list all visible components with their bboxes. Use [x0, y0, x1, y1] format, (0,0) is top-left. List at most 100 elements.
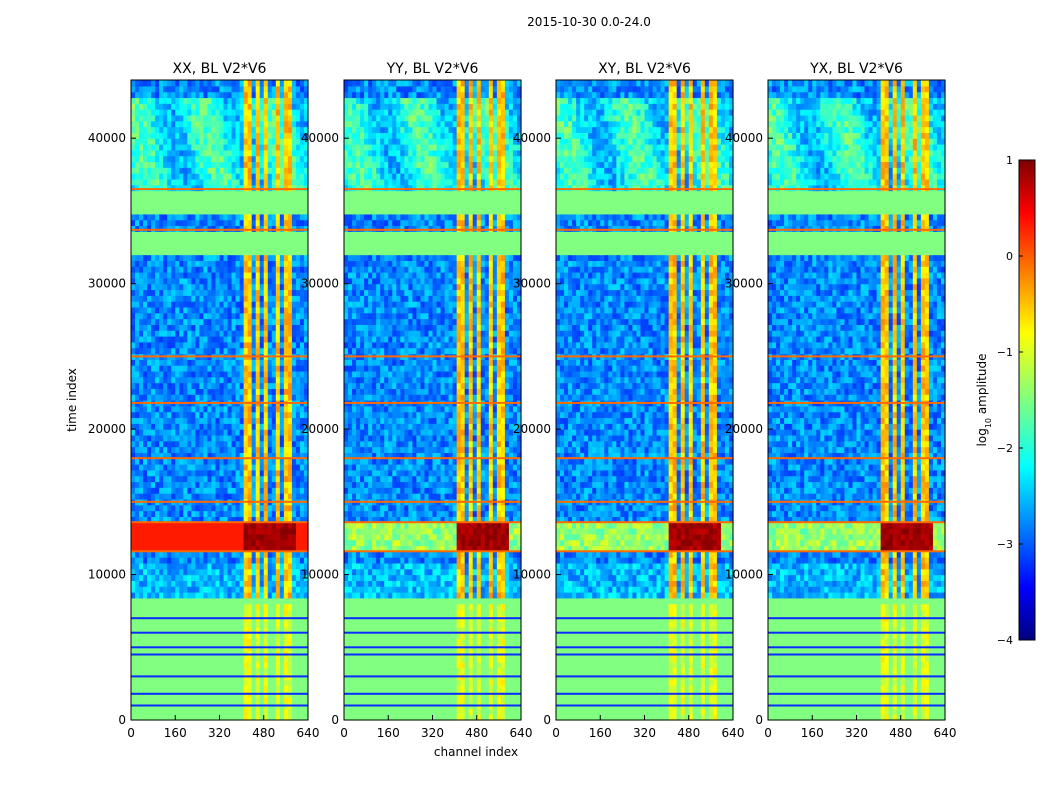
heatmap-cell [139, 155, 144, 163]
heatmap-cell [283, 237, 289, 244]
heatmap-cell [231, 359, 237, 366]
heatmap-cell [263, 336, 269, 343]
heatmap-cell [271, 493, 277, 500]
heatmap-cell [287, 161, 293, 168]
heatmap-cell [159, 685, 164, 692]
heatmap-cell [291, 318, 297, 325]
heatmap-cell [183, 318, 188, 325]
heatmap-cell [227, 434, 233, 442]
heatmap-cell [295, 493, 301, 500]
heatmap-cell [139, 277, 144, 285]
heatmap-cell [279, 144, 285, 151]
heatmap-cell [179, 597, 184, 605]
heatmap-cell [211, 417, 217, 424]
heatmap-cell [147, 126, 152, 133]
heatmap-cell [283, 487, 289, 494]
heatmap-cell [295, 487, 301, 494]
heatmap-cell [175, 365, 180, 372]
heatmap-cell [263, 289, 269, 296]
heatmap-cell [151, 440, 156, 448]
heatmap-cell [231, 557, 237, 564]
heatmap-cell [215, 283, 221, 291]
heatmap-cell [275, 475, 281, 483]
heatmap-cell [147, 632, 152, 640]
heatmap-cell [267, 679, 273, 686]
heatmap-cell [271, 225, 277, 232]
heatmap-cell [263, 161, 269, 168]
heatmap-cell [279, 440, 285, 448]
heatmap-cell [235, 528, 241, 535]
heatmap-cell [195, 568, 200, 576]
heatmap-cell [203, 103, 209, 110]
heatmap-cell [187, 114, 192, 122]
heatmap-cell [135, 80, 140, 87]
heatmap-cell [227, 650, 233, 657]
heatmap-cell [231, 120, 237, 128]
heatmap-cell [255, 650, 261, 657]
heatmap-cell [135, 318, 140, 325]
heatmap-cell [135, 650, 140, 657]
heatmap-cell [163, 382, 168, 389]
heatmap-cell [227, 522, 233, 529]
heatmap-cell [139, 446, 144, 453]
heatmap-cell [207, 336, 213, 343]
heatmap-cell [255, 626, 261, 634]
heatmap-cell [263, 475, 269, 483]
heatmap-cell [219, 458, 225, 465]
heatmap-cell [159, 626, 164, 634]
heatmap-cell [199, 260, 205, 267]
heatmap-cell [251, 626, 257, 634]
heatmap-cell [299, 516, 305, 523]
heatmap-cell [219, 493, 225, 500]
heatmap-cell [131, 458, 136, 465]
heatmap-cell [295, 254, 301, 261]
heatmap-cell [191, 295, 196, 302]
heatmap-cell [195, 289, 200, 296]
heatmap-cell [151, 382, 156, 389]
heatmap-cell [275, 469, 281, 477]
heatmap-cell [267, 638, 273, 645]
heatmap-cell [283, 417, 289, 424]
heatmap-cell [215, 190, 221, 197]
heatmap-cell [167, 464, 172, 471]
heatmap-cell [444, 714, 450, 721]
heatmap-cell [227, 504, 233, 512]
heatmap-cell [199, 359, 205, 366]
heatmap-cell [139, 138, 144, 145]
heatmap-cell [131, 365, 136, 372]
heatmap-cell [167, 295, 172, 302]
heatmap-cell [171, 493, 176, 500]
heatmap-cell [199, 306, 205, 314]
heatmap-cell [191, 632, 196, 640]
heatmap-cell [223, 586, 229, 593]
heatmap-cell [199, 109, 205, 116]
heatmap-cell [299, 504, 305, 512]
heatmap-cell [183, 126, 188, 133]
heatmap-cell [271, 667, 277, 675]
heatmap-cell [295, 417, 301, 424]
heatmap-cell [299, 603, 305, 611]
heatmap-cell [183, 592, 188, 599]
heatmap-cell [231, 638, 237, 645]
heatmap-cell [183, 365, 188, 372]
heatmap-cell [283, 434, 289, 442]
heatmap-cell [235, 347, 241, 355]
heatmap-cell [291, 452, 297, 459]
heatmap-cell [155, 545, 160, 552]
heatmap-cell [263, 248, 269, 256]
heatmap-cell [275, 324, 281, 331]
heatmap-cell [155, 394, 160, 401]
heatmap-cell [195, 481, 200, 488]
heatmap-cell [147, 161, 152, 168]
heatmap-cell [159, 248, 164, 256]
heatmap-cell [275, 516, 281, 523]
heatmap-cell [163, 376, 168, 384]
heatmap-cell [155, 638, 160, 645]
heatmap-cell [199, 184, 205, 192]
heatmap-cell [139, 516, 144, 523]
heatmap-cell [231, 621, 237, 628]
heatmap-cell [299, 708, 305, 715]
heatmap-cell [247, 440, 253, 448]
heatmap-cell [299, 370, 305, 378]
heatmap-cell [203, 592, 209, 599]
